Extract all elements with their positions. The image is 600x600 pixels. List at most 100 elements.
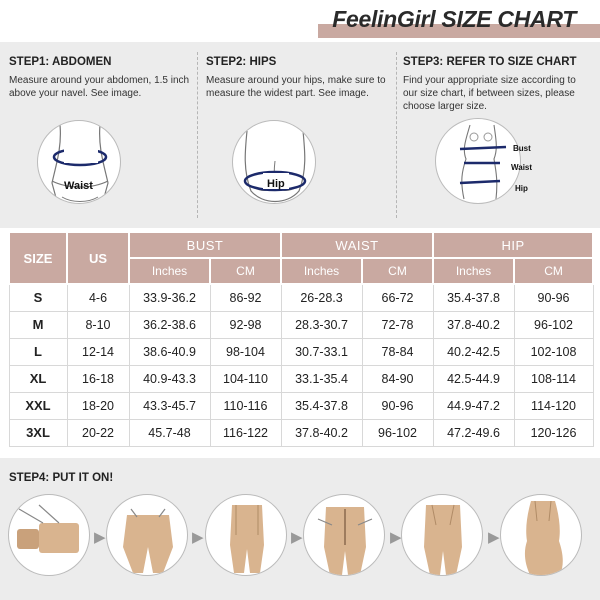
size-chart: SIZE US BUST WAIST HIP Inches CM Inches … bbox=[0, 229, 600, 454]
table-row: XL 16-18 40.9-43.3 104-110 33.1-35.4 84-… bbox=[8, 364, 594, 393]
arrow-right-icon: ▶ bbox=[192, 529, 204, 546]
table-row: 3XL 20-22 45.7-48 116-122 37.8-40.2 96-1… bbox=[8, 418, 594, 447]
bust-cm-cell: 98-104 bbox=[209, 337, 282, 366]
body-measure-illustration bbox=[435, 118, 521, 204]
hip-cm-cell: 90-96 bbox=[513, 283, 594, 312]
waist-cm-cell: 84-90 bbox=[361, 364, 434, 393]
hips-illustration bbox=[232, 120, 316, 204]
size-cell: S bbox=[8, 283, 68, 312]
waist-inches-cell: 35.4-37.8 bbox=[280, 391, 363, 420]
step2-title: STEP2: HIPS bbox=[206, 56, 277, 68]
waist-cm-cell: 72-78 bbox=[361, 310, 434, 339]
put-on-step-2-illustration bbox=[106, 494, 188, 576]
waist-inches-cell: 30.7-33.1 bbox=[280, 337, 363, 366]
arrow-right-icon: ▶ bbox=[488, 529, 500, 546]
measure-steps-panel: STEP1: ABDOMEN Measure around your abdom… bbox=[0, 42, 600, 228]
col-header-waist: WAIST bbox=[280, 231, 435, 259]
us-cell: 18-20 bbox=[66, 391, 130, 420]
put-on-step-1-illustration bbox=[8, 494, 90, 576]
bust-cm-cell: 86-92 bbox=[209, 283, 282, 312]
step-divider bbox=[396, 52, 397, 218]
step3-text: Find your appropriate size according to … bbox=[403, 75, 576, 112]
hip-inches-cell: 40.2-42.5 bbox=[432, 337, 515, 366]
table-row: L 12-14 38.6-40.9 98-104 30.7-33.1 78-84… bbox=[8, 337, 594, 366]
abdomen-illustration bbox=[37, 120, 121, 204]
waist-cm-cell: 78-84 bbox=[361, 337, 434, 366]
hip-cm-cell: 108-114 bbox=[513, 364, 594, 393]
bust-inches-cell: 45.7-48 bbox=[128, 418, 211, 447]
bust-cm-cell: 110-116 bbox=[209, 391, 282, 420]
page-title: FeelinGirl SIZE CHART bbox=[332, 6, 576, 32]
step2: STEP2: HIPS Measure around your hips, ma… bbox=[206, 42, 396, 228]
col-header-size: SIZE bbox=[8, 231, 68, 285]
waist-cm-cell: 90-96 bbox=[361, 391, 434, 420]
step1-text: Measure around your abdomen, 1.5 inch ab… bbox=[9, 75, 190, 99]
put-on-step-5-illustration bbox=[401, 494, 483, 576]
waist-label: Waist bbox=[64, 180, 93, 192]
size-cell: XL bbox=[8, 364, 68, 393]
hip-cm-cell: 102-108 bbox=[513, 337, 594, 366]
us-cell: 4-6 bbox=[66, 283, 130, 312]
col-header-hip: HIP bbox=[432, 231, 595, 259]
header: FeelinGirl SIZE CHART bbox=[0, 0, 600, 40]
us-cell: 16-18 bbox=[66, 364, 130, 393]
step2-text: Measure around your hips, make sure to m… bbox=[206, 75, 386, 99]
size-cell: M bbox=[8, 310, 68, 339]
size-cell: L bbox=[8, 337, 68, 366]
bust-inches-cell: 33.9-36.2 bbox=[128, 283, 211, 312]
waist-inches-cell: 28.3-30.7 bbox=[280, 310, 363, 339]
hip-label: Hip bbox=[515, 184, 528, 193]
bust-label: Bust bbox=[513, 144, 531, 153]
put-on-step-6-illustration bbox=[500, 494, 582, 576]
put-it-on-panel: STEP4: PUT IT ON! ▶ ▶ ▶ ▶ bbox=[0, 458, 600, 600]
hip-inches-cell: 44.9-47.2 bbox=[432, 391, 515, 420]
table-row: M 8-10 36.2-38.6 92-98 28.3-30.7 72-78 3… bbox=[8, 310, 594, 339]
put-on-step-4-illustration bbox=[303, 494, 385, 576]
col-header-us: US bbox=[66, 231, 130, 285]
step1: STEP1: ABDOMEN Measure around your abdom… bbox=[9, 42, 197, 228]
us-cell: 12-14 bbox=[66, 337, 130, 366]
bust-cm-cell: 116-122 bbox=[209, 418, 282, 447]
us-cell: 20-22 bbox=[66, 418, 130, 447]
waist-cm-cell: 66-72 bbox=[361, 283, 434, 312]
hip-inches-cell: 42.5-44.9 bbox=[432, 364, 515, 393]
bust-inches-cell: 43.3-45.7 bbox=[128, 391, 211, 420]
waist-label: Waist bbox=[511, 163, 533, 172]
table-row: S 4-6 33.9-36.2 86-92 26-28.3 66-72 35.4… bbox=[8, 283, 594, 312]
hip-cm-cell: 96-102 bbox=[513, 310, 594, 339]
waist-cm-cell: 96-102 bbox=[361, 418, 434, 447]
unit-header-cm: CM bbox=[208, 257, 283, 285]
bust-cm-cell: 92-98 bbox=[209, 310, 282, 339]
unit-header-cm: CM bbox=[361, 257, 435, 285]
unit-header-inches: Inches bbox=[432, 257, 516, 285]
bust-inches-cell: 36.2-38.6 bbox=[128, 310, 211, 339]
hip-label: Hip bbox=[267, 178, 285, 190]
us-cell: 8-10 bbox=[66, 310, 130, 339]
size-cell: XXL bbox=[8, 391, 68, 420]
step4-title: STEP4: PUT IT ON! bbox=[9, 472, 114, 484]
step3: STEP3: REFER TO SIZE CHART Find your app… bbox=[403, 42, 595, 228]
hip-inches-cell: 37.8-40.2 bbox=[432, 310, 515, 339]
waist-inches-cell: 33.1-35.4 bbox=[280, 364, 363, 393]
col-header-bust: BUST bbox=[127, 231, 283, 259]
waist-inches-cell: 37.8-40.2 bbox=[280, 418, 363, 447]
header-accent-bar bbox=[318, 24, 600, 38]
arrow-right-icon: ▶ bbox=[390, 529, 402, 546]
step1-title: STEP1: ABDOMEN bbox=[9, 56, 112, 68]
arrow-right-icon: ▶ bbox=[94, 529, 106, 546]
size-table: SIZE US BUST WAIST HIP Inches CM Inches … bbox=[8, 231, 595, 447]
unit-header-inches: Inches bbox=[280, 257, 364, 285]
hip-cm-cell: 114-120 bbox=[513, 391, 594, 420]
step-divider bbox=[197, 52, 198, 218]
step3-title: STEP3: REFER TO SIZE CHART bbox=[403, 56, 577, 68]
arrow-right-icon: ▶ bbox=[291, 529, 303, 546]
bust-cm-cell: 104-110 bbox=[209, 364, 282, 393]
unit-header-cm: CM bbox=[513, 257, 595, 285]
table-row: XXL 18-20 43.3-45.7 110-116 35.4-37.8 90… bbox=[8, 391, 594, 420]
unit-header-inches: Inches bbox=[128, 257, 211, 285]
hip-inches-cell: 35.4-37.8 bbox=[432, 283, 515, 312]
hip-cm-cell: 120-126 bbox=[513, 418, 594, 447]
size-cell: 3XL bbox=[8, 418, 68, 447]
hip-inches-cell: 47.2-49.6 bbox=[432, 418, 515, 447]
put-on-step-3-illustration bbox=[205, 494, 287, 576]
